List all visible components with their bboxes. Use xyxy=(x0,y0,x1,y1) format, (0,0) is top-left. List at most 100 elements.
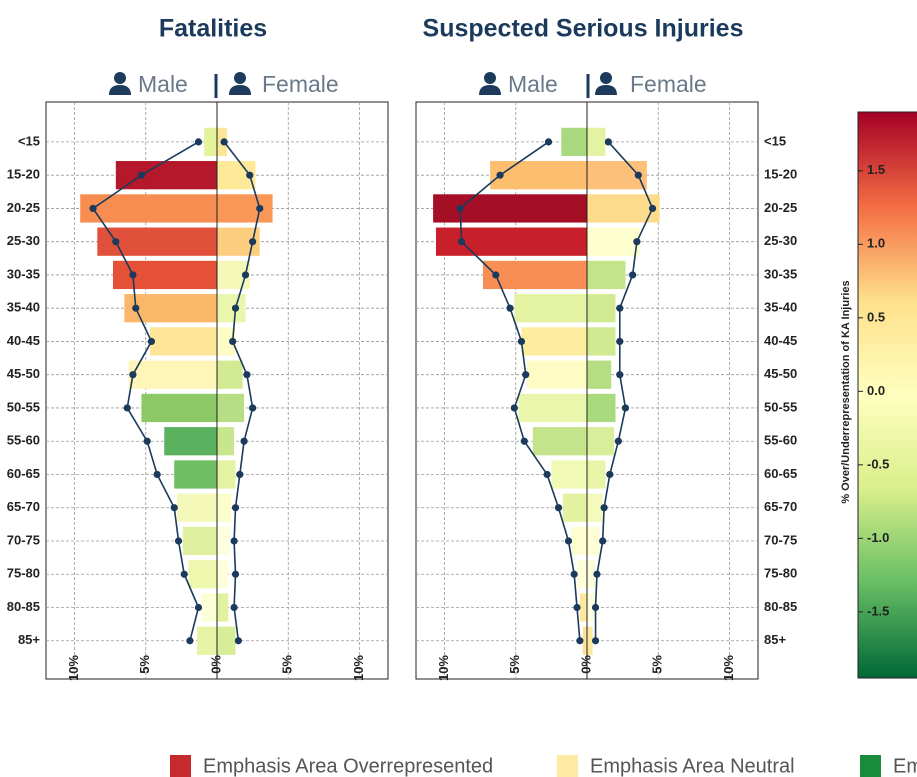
line-point xyxy=(231,304,240,312)
y-tick-label: 35-40 xyxy=(764,300,797,315)
line-point xyxy=(231,504,240,512)
person-icon xyxy=(479,72,501,95)
bar xyxy=(217,360,243,389)
line-point xyxy=(240,437,248,445)
y-tick-label: 35-40 xyxy=(7,300,40,315)
bar xyxy=(527,360,587,389)
line-point xyxy=(634,171,642,179)
legend-swatch xyxy=(860,755,881,777)
line-point xyxy=(230,603,238,612)
icon-head xyxy=(234,72,246,84)
line-point xyxy=(456,204,464,213)
icon-body xyxy=(229,85,251,95)
y-tick-label: 70-75 xyxy=(7,532,40,547)
bar xyxy=(587,260,626,290)
line-point xyxy=(132,304,140,312)
line-point xyxy=(153,470,161,479)
person-icon xyxy=(109,72,131,95)
icon-body xyxy=(479,85,501,95)
bar xyxy=(150,327,217,356)
line xyxy=(594,141,654,641)
line-point xyxy=(593,570,601,578)
line-point xyxy=(564,537,573,545)
line-point xyxy=(194,603,203,612)
line-point xyxy=(143,437,151,445)
bar xyxy=(490,161,587,190)
line-point xyxy=(591,603,600,612)
y-tick-label: 45-50 xyxy=(7,366,40,381)
y-tick-label: 30-35 xyxy=(764,266,797,281)
line-point xyxy=(194,138,203,146)
line-point xyxy=(554,504,563,512)
y-tick-label: 45-50 xyxy=(764,366,797,381)
line-point xyxy=(234,637,242,645)
header-divider xyxy=(586,74,590,98)
y-tick-label: 85+ xyxy=(764,632,786,647)
bar xyxy=(197,626,217,655)
colorbar-tick-label: 1.0 xyxy=(867,236,885,251)
bar xyxy=(587,493,603,522)
bar xyxy=(518,393,587,423)
y-tick-label: 60-65 xyxy=(7,466,40,481)
line-point xyxy=(648,204,657,213)
colorbar-tick-label: 0.5 xyxy=(867,309,885,324)
bar xyxy=(587,593,596,622)
line-point xyxy=(633,238,641,246)
colorbar-tick-label: -1.5 xyxy=(867,603,889,618)
line-point xyxy=(129,371,137,379)
bar xyxy=(587,327,616,356)
bar xyxy=(587,626,593,655)
x-tick-label: 0% xyxy=(208,655,223,674)
colorbar xyxy=(857,111,917,679)
bar xyxy=(587,393,616,423)
line-point xyxy=(604,138,612,146)
y-tick-label: 20-25 xyxy=(7,200,40,215)
line-point xyxy=(170,504,178,512)
line-point xyxy=(137,171,146,179)
line-point xyxy=(614,437,622,445)
icon-body xyxy=(109,85,131,95)
legend-label: Emphasis Area Underrepresented xyxy=(893,755,917,777)
line-point xyxy=(243,371,251,379)
y-tick-label: <15 xyxy=(764,133,786,148)
line xyxy=(223,141,261,641)
bar xyxy=(141,393,217,423)
bar xyxy=(561,127,587,157)
line-point xyxy=(600,504,608,512)
bar xyxy=(201,593,217,622)
y-tick-label: 70-75 xyxy=(764,532,797,547)
bar xyxy=(128,360,217,389)
bar xyxy=(521,327,587,356)
bar xyxy=(587,526,600,556)
line-point xyxy=(249,238,257,246)
line-point xyxy=(629,271,637,279)
line-point xyxy=(616,371,624,379)
x-tick-label: 5% xyxy=(507,655,522,674)
line-point xyxy=(591,637,600,645)
legend-female: Female xyxy=(630,71,707,97)
bar xyxy=(587,460,606,489)
x-tick-label: 10% xyxy=(66,655,81,681)
x-tick-label: 10% xyxy=(351,655,366,681)
bar xyxy=(217,327,236,356)
x-tick-label: 5% xyxy=(137,655,152,674)
line-point xyxy=(246,171,254,179)
line-point xyxy=(249,404,257,412)
y-tick-label: 65-70 xyxy=(764,499,797,514)
line xyxy=(459,141,581,641)
bar xyxy=(217,393,245,423)
icon-body xyxy=(595,85,617,95)
y-tick-label: 60-65 xyxy=(764,466,797,481)
line-point xyxy=(543,470,551,479)
line-point xyxy=(147,337,156,346)
line-point xyxy=(236,470,244,479)
y-tick-label: <15 xyxy=(18,133,40,148)
bar xyxy=(587,427,615,456)
bar xyxy=(532,427,587,456)
bar xyxy=(587,294,616,323)
bar xyxy=(164,427,217,456)
bar xyxy=(217,593,229,622)
bar xyxy=(217,493,232,522)
legend-female: Female xyxy=(262,71,339,97)
line xyxy=(91,141,200,641)
